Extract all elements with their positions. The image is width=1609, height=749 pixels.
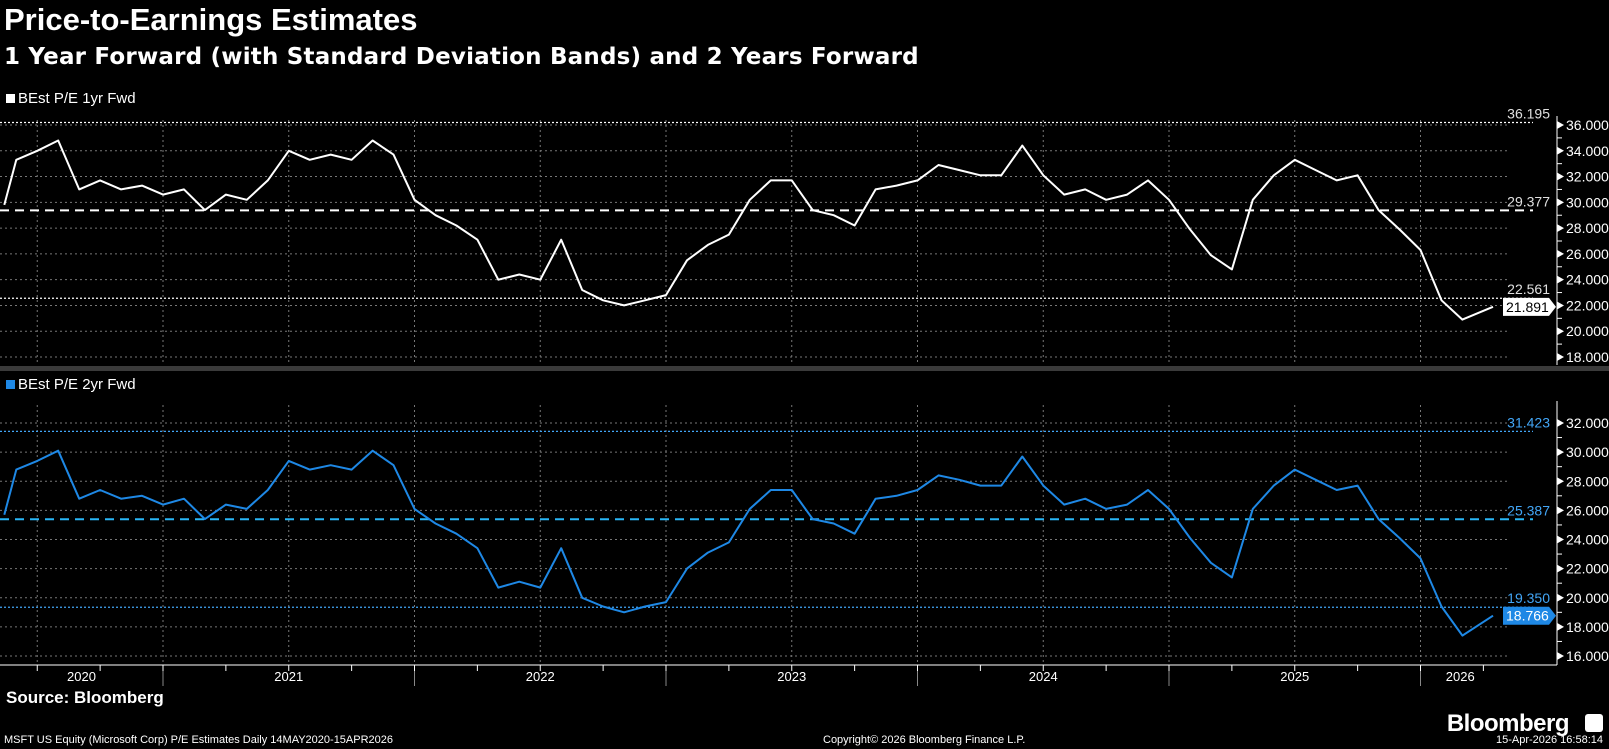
source-label: Source: Bloomberg [6, 688, 164, 707]
last-value-tag [1503, 606, 1556, 625]
y-tick-marker [1557, 327, 1564, 336]
band-value-label: 19.350 [1507, 590, 1550, 606]
y-tick-label: 18.000 [1566, 619, 1609, 635]
y-tick-label: 30.000 [1566, 194, 1609, 210]
y-tick-marker [1557, 652, 1564, 660]
last-value-tag [1503, 297, 1556, 316]
series-line-1yr [3, 139, 1494, 321]
y-tick-label: 24.000 [1566, 532, 1609, 548]
legend-1yr: BEst P/E 1yr Fwd [6, 90, 136, 107]
y-tick-label: 18.000 [1566, 349, 1609, 365]
bloomberg-chart-icon [1585, 714, 1603, 732]
y-tick-label: 34.000 [1566, 143, 1609, 159]
footer-timestamp: 15-Apr-2026 16:58:14 [1495, 734, 1603, 746]
y-tick-marker [1557, 224, 1564, 233]
y-tick-marker [1557, 419, 1564, 427]
x-tick-label: 2023 [777, 669, 806, 684]
y-tick-label: 20.000 [1566, 323, 1609, 339]
y-tick-marker [1557, 198, 1564, 207]
y-tick-label: 24.000 [1566, 272, 1609, 288]
y-tick-marker [1557, 506, 1564, 515]
y-tick-label: 30.000 [1566, 444, 1609, 460]
y-tick-label: 36.000 [1566, 117, 1609, 133]
panel-separator [0, 366, 1609, 371]
y-tick-label: 32.000 [1566, 169, 1609, 185]
y-tick-label: 22.000 [1566, 561, 1609, 577]
y-tick-marker [1557, 477, 1564, 486]
y-tick-label: 20.000 [1566, 590, 1609, 606]
x-tick-label: 2022 [526, 669, 555, 684]
y-tick-marker [1557, 249, 1564, 258]
y-tick-marker [1557, 121, 1564, 129]
chart-subtitle: 1 Year Forward (with Standard Deviation … [4, 44, 919, 70]
y-tick-marker [1557, 564, 1564, 573]
y-tick-marker [1557, 353, 1564, 361]
legend-label-1yr: BEst P/E 1yr Fwd [18, 90, 136, 107]
y-tick-label: 26.000 [1566, 246, 1609, 262]
y-tick-label: 22.000 [1566, 297, 1609, 313]
y-tick-marker [1557, 301, 1564, 310]
y-tick-label: 28.000 [1566, 220, 1609, 236]
legend-swatch-1yr [6, 94, 15, 103]
y-tick-marker [1557, 146, 1564, 155]
y-tick-marker [1557, 448, 1564, 457]
footer-copyright: Copyright© 2026 Bloomberg Finance L.P. [823, 734, 1026, 746]
y-tick-label: 32.000 [1566, 415, 1609, 431]
bloomberg-logo: Bloomberg [1446, 710, 1570, 737]
y-tick-label: 26.000 [1566, 502, 1609, 518]
y-tick-label: 16.000 [1566, 648, 1609, 664]
band-value-label: 36.195 [1507, 105, 1550, 121]
last-value-label: 21.891 [1506, 299, 1549, 315]
legend-2yr: BEst P/E 2yr Fwd [6, 376, 136, 393]
y-tick-marker [1557, 622, 1564, 631]
y-tick-marker [1557, 535, 1564, 544]
band-value-label: 31.423 [1507, 414, 1550, 430]
x-tick-label: 2026 [1446, 669, 1475, 684]
last-value-label: 18.766 [1506, 608, 1549, 624]
legend-label-2yr: BEst P/E 2yr Fwd [18, 376, 136, 393]
x-tick-label: 2020 [67, 669, 96, 684]
footer-description: MSFT US Equity (Microsoft Corp) P/E Esti… [4, 734, 394, 746]
x-tick-label: 2024 [1029, 669, 1058, 684]
y-tick-label: 28.000 [1566, 473, 1609, 489]
band-value-label: 25.387 [1507, 502, 1550, 518]
band-value-label: 22.561 [1507, 281, 1550, 297]
legend-swatch-2yr [6, 380, 15, 389]
series-line-2yr [3, 449, 1494, 637]
y-tick-marker [1557, 275, 1564, 284]
chart-title: Price-to-Earnings Estimates [4, 2, 418, 37]
x-tick-label: 2025 [1280, 669, 1309, 684]
band-value-label: 29.377 [1507, 193, 1550, 209]
x-tick-label: 2021 [274, 669, 303, 684]
y-tick-marker [1557, 593, 1564, 602]
y-tick-marker [1557, 172, 1564, 181]
